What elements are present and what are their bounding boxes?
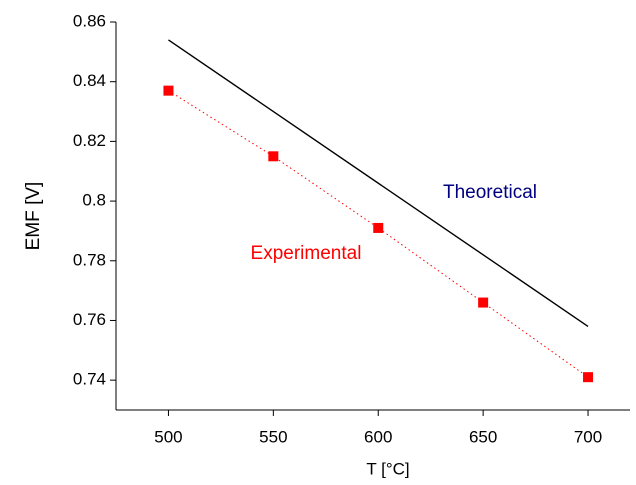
x-tick-label: 600 [364, 427, 392, 446]
series-label: Experimental [251, 243, 362, 264]
x-tick-label: 650 [469, 427, 497, 446]
x-tick-label: 500 [154, 427, 182, 446]
x-axis-label: T [°C] [366, 459, 409, 478]
y-axis-label: EMF [V] [23, 182, 44, 251]
y-tick-label: 0.78 [73, 250, 106, 269]
data-point [478, 297, 489, 308]
y-tick-label: 0.74 [73, 370, 106, 389]
data-point [268, 151, 279, 162]
y-tick-label: 0.84 [73, 71, 106, 90]
series-line [168, 90, 589, 378]
y-tick-label: 0.82 [73, 131, 106, 150]
y-tick-label: 0.76 [73, 310, 106, 329]
series-line [168, 39, 589, 328]
series-label: Theoretical [443, 182, 537, 203]
y-tick-label: 0.86 [73, 11, 106, 30]
data-point [373, 222, 384, 233]
data-point [583, 372, 594, 383]
x-tick-label: 700 [574, 427, 602, 446]
x-tick-label: 550 [259, 427, 287, 446]
data-point [163, 85, 174, 96]
y-tick-label: 0.8 [82, 191, 106, 210]
